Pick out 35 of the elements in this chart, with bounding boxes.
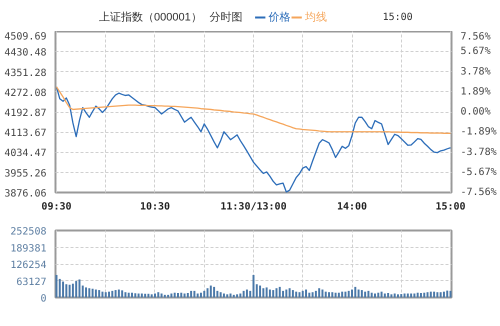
y2-tick-label: -5.67% — [460, 166, 497, 178]
x-tick-label: 11:30/13:00 — [220, 202, 287, 212]
y-tick-label: 0 — [40, 294, 47, 304]
y-tick-label: 252508 — [10, 226, 46, 238]
x-tick-label: 09:30 — [41, 202, 72, 212]
x-tick-label: 15:00 — [435, 202, 466, 212]
line-series — [56, 86, 452, 192]
x-tick-label: 10:30 — [140, 202, 170, 212]
y-tick-label: 4113.67 — [4, 128, 47, 140]
text: 15:00 — [382, 12, 413, 23]
y-tick-label: 4192.87 — [4, 108, 47, 119]
chart-subtitle: 分时图 — [209, 10, 242, 24]
y2-tick-label: 0.00% — [460, 106, 491, 118]
y-tick-label: 4034.47 — [4, 148, 47, 160]
y-tick-label: 189381 — [10, 243, 46, 254]
y-tick-label: 3955.26 — [4, 168, 47, 180]
y-tick-label: 4430.48 — [4, 48, 47, 59]
y-tick-label: 4351.28 — [4, 68, 47, 79]
y-tick-label: 63127 — [16, 276, 47, 288]
y2-tick-label: 5.67% — [460, 46, 491, 58]
y2-tick-label: -7.56% — [460, 187, 497, 198]
y2-tick-label: -3.78% — [460, 146, 497, 158]
y-tick-label: 4509.69 — [4, 32, 47, 42]
legend-label: 均线 — [304, 10, 327, 24]
y-tick-label: 3876.06 — [4, 188, 47, 200]
legend-label: 价格 — [268, 12, 291, 24]
line-series — [56, 86, 452, 134]
y2-tick-label: 3.78% — [460, 66, 491, 78]
y2-tick-label: -1.89% — [460, 126, 497, 138]
y2-tick-label: 7.56% — [460, 32, 491, 42]
chart-title: 上证指数（000001） — [99, 10, 202, 24]
y-tick-label: 4272.08 — [4, 88, 47, 99]
y2-tick-label: 1.89% — [460, 86, 491, 98]
x-tick-label: 14:00 — [336, 202, 368, 212]
y-tick-label: 126254 — [10, 260, 46, 271]
